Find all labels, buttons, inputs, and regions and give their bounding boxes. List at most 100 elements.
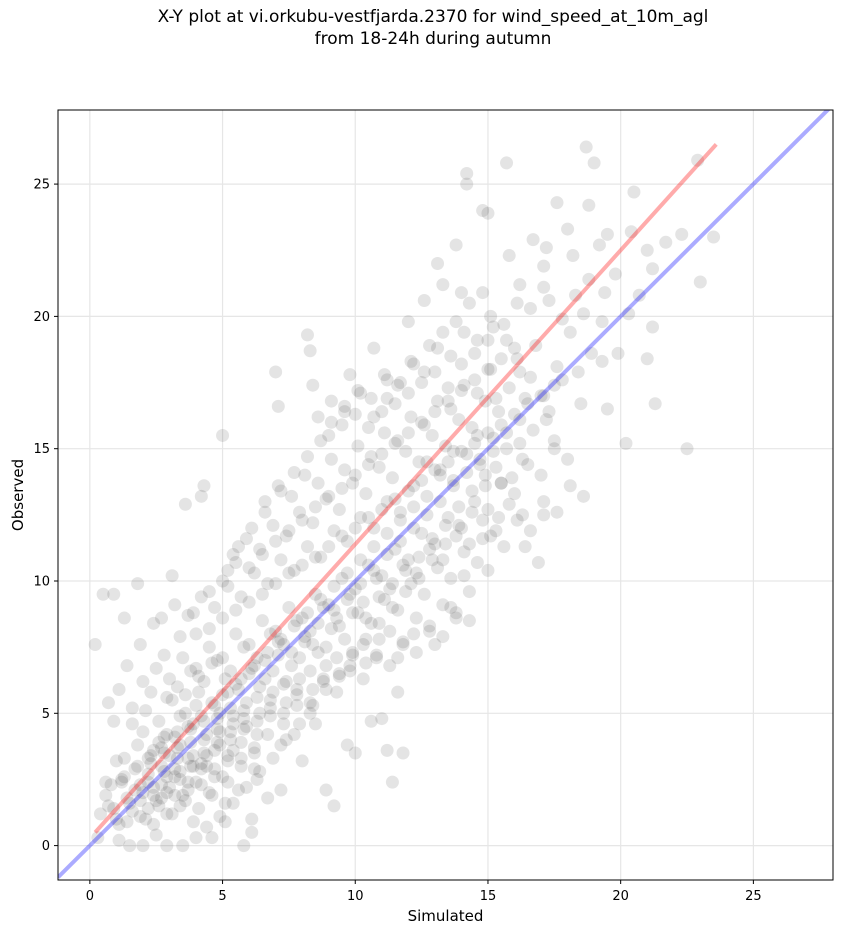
scatter-point: [494, 418, 508, 432]
scatter-point: [189, 698, 203, 712]
scatter-point: [542, 294, 556, 308]
scatter-point: [147, 616, 161, 630]
scatter-point: [319, 783, 333, 797]
scatter-point: [271, 399, 285, 413]
scatter-point: [523, 301, 537, 315]
scatter-point: [237, 704, 251, 718]
scatter-point: [285, 645, 299, 659]
scatter-point: [417, 365, 431, 379]
scatter-point: [523, 370, 537, 384]
scatter-point: [460, 167, 474, 181]
scatter-point: [481, 563, 495, 577]
scatter-point: [393, 513, 407, 527]
scatter-point: [194, 762, 208, 776]
scatter-point: [221, 685, 235, 699]
scatter-point: [364, 391, 378, 405]
scatter-point: [133, 794, 147, 808]
scatter-point: [210, 653, 224, 667]
scatter-point: [523, 524, 537, 538]
scatter-point: [303, 344, 317, 358]
y-tick-label: 10: [33, 574, 50, 589]
scatter-point: [144, 757, 158, 771]
scatter-point: [388, 436, 402, 450]
scatter-point: [186, 749, 200, 763]
scatter-point: [306, 682, 320, 696]
scatter-point: [423, 624, 437, 638]
scatter-point: [354, 386, 368, 400]
scatter-point: [436, 325, 450, 339]
y-tick-label: 20: [33, 310, 50, 325]
scatter-point: [396, 558, 410, 572]
scatter-point: [261, 727, 275, 741]
scatter-point: [160, 839, 174, 853]
scatter-point: [242, 667, 256, 681]
scatter-point: [675, 227, 689, 241]
scatter-point: [465, 421, 479, 435]
scatter-point: [407, 479, 421, 493]
scatter-point: [555, 373, 569, 387]
scatter-point: [155, 791, 169, 805]
scatter-point: [208, 600, 222, 614]
scatter-point: [186, 759, 200, 773]
scatter-point: [295, 754, 309, 768]
scatter-point: [234, 672, 248, 686]
scatter-point: [364, 616, 378, 630]
scatter-point: [308, 550, 322, 564]
scatter-point: [322, 598, 336, 612]
scatter-point: [449, 529, 463, 543]
scatter-point: [454, 444, 468, 458]
y-tick-label: 25: [33, 178, 50, 193]
scatter-point: [200, 749, 214, 763]
scatter-point: [178, 706, 192, 720]
scatter-point: [261, 791, 275, 805]
scatter-point: [107, 802, 121, 816]
scatter-point: [208, 698, 222, 712]
scatter-point: [428, 405, 442, 419]
scatter-point: [425, 532, 439, 546]
scatter-point: [271, 648, 285, 662]
scatter-point: [396, 635, 410, 649]
scatter-point: [303, 664, 317, 678]
scatter-point: [136, 675, 150, 689]
scatter-point: [224, 733, 238, 747]
scatter-point: [502, 249, 516, 263]
scatter-point: [500, 333, 514, 347]
scatter-point: [359, 632, 373, 646]
scatter-point: [184, 735, 198, 749]
scatter-point: [508, 487, 522, 501]
scatter-point: [226, 743, 240, 757]
scatter-point: [577, 489, 591, 503]
scatter-point: [261, 577, 275, 591]
scatter-point: [513, 278, 527, 292]
scatter-point: [173, 765, 187, 779]
scatter-point: [125, 804, 139, 818]
scatter-point: [367, 521, 381, 535]
scatter-point: [396, 638, 410, 652]
scatter-point: [391, 685, 405, 699]
scatter-point: [399, 563, 413, 577]
scatter-point: [428, 365, 442, 379]
scatter-point: [385, 775, 399, 789]
scatter-point: [194, 709, 208, 723]
scatter-point: [476, 204, 490, 218]
scatter-point: [255, 587, 269, 601]
scatter-point: [608, 267, 622, 281]
scatter-point: [104, 778, 118, 792]
scatter-point: [197, 714, 211, 728]
scatter-point: [348, 468, 362, 482]
scatter-point: [319, 682, 333, 696]
scatter-point: [290, 688, 304, 702]
scatter-point: [693, 275, 707, 289]
scatter-point: [213, 738, 227, 752]
scatter-point: [409, 611, 423, 625]
scatter-point: [348, 746, 362, 760]
scatter-point: [128, 762, 142, 776]
chart-title-line-1: X-Y plot at vi.orkubu-vestfjarda.2370 fo…: [157, 7, 709, 27]
scatter-point: [550, 360, 564, 374]
scatter-point: [131, 577, 145, 591]
scatter-point: [147, 743, 161, 757]
scatter-point: [431, 256, 445, 270]
scatter-point: [247, 566, 261, 580]
scatter-point: [205, 696, 219, 710]
scatter-point: [359, 487, 373, 501]
